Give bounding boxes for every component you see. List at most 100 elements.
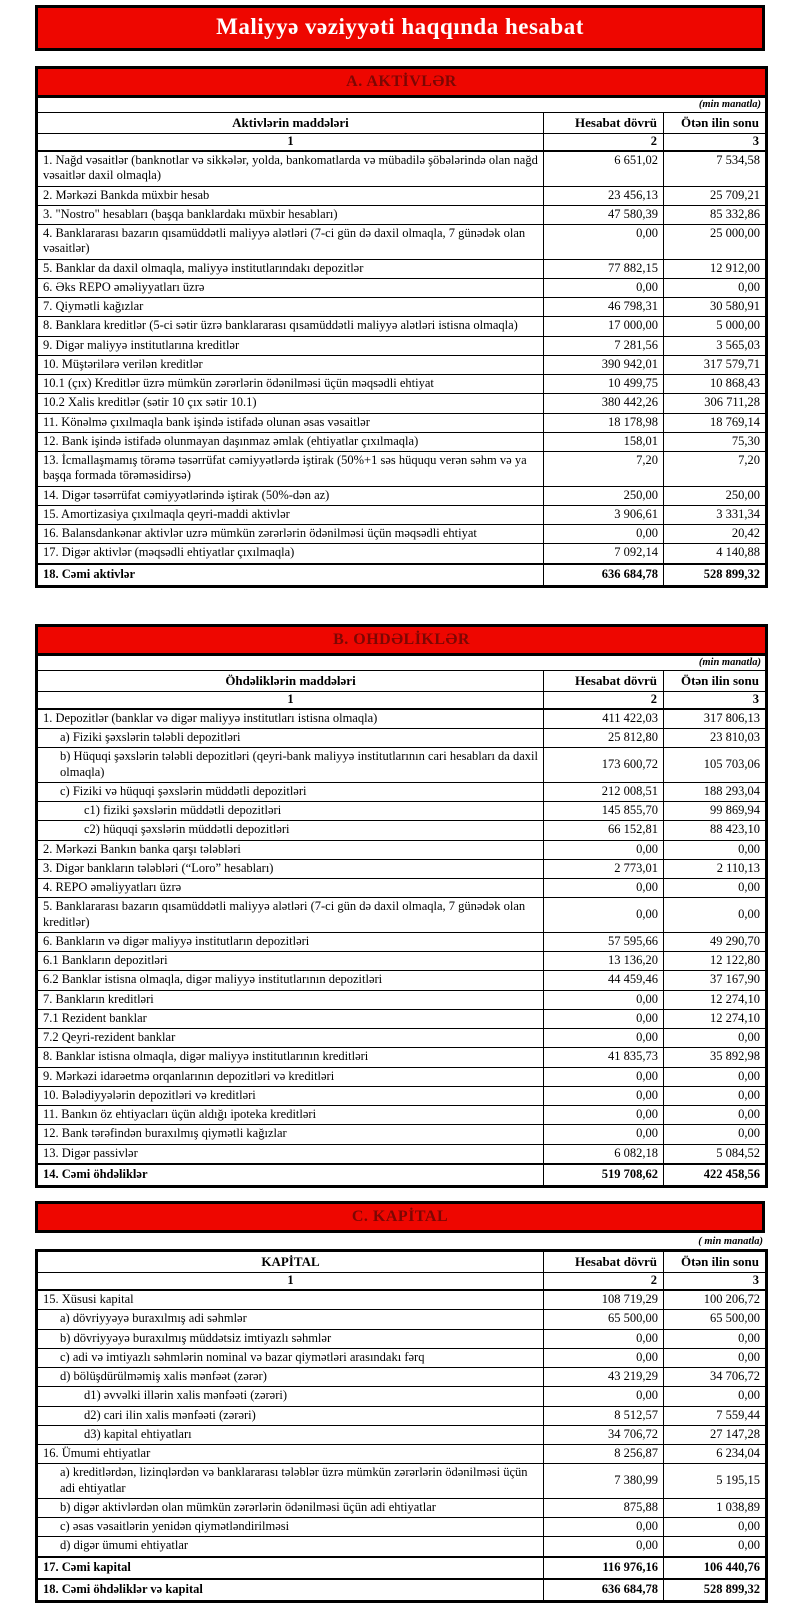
page-title: Maliyyə vəziyyəti haqqında hesabat: [35, 5, 765, 51]
row-value-previous: 5 084,52: [663, 1143, 767, 1165]
table-row: 15. Xüsusi kapital 108 719,29 100 206,72: [36, 1289, 767, 1311]
row-label: d) bölüşdürülməmiş xalis mənfəət (zərər): [36, 1366, 544, 1388]
row-value-current: 0,00: [543, 839, 664, 860]
table-row: 12. Bank işində istifadə olunmayan daşın…: [36, 431, 767, 453]
row-value-current: 158,01: [543, 431, 664, 453]
table-row: 13. Digər passivlər 6 082,18 5 084,52: [36, 1143, 767, 1165]
row-value-current: 8 256,87: [543, 1443, 664, 1465]
table-row: 6. Əks REPO əməliyyatları üzrə 0,00 0,00: [36, 277, 767, 299]
row-value-current: 0,00: [543, 224, 664, 260]
table-row: 17. Digər aktivlər (məqsədli ehtiyatlar …: [36, 543, 767, 564]
table-row: a) dövriyyəyə buraxılmış adi səhmlər 65 5…: [36, 1309, 767, 1330]
section-c-title-bar: C. KAPİTAL: [35, 1201, 765, 1233]
row-label: a) kreditlərdən, lizinqlərdən və banklar…: [36, 1463, 544, 1499]
table-row: 1. Depozitlər (banklar və digər maliyyə …: [36, 708, 767, 729]
row-value-current: 7 281,56: [543, 335, 664, 356]
row-value-current: 57 595,66: [543, 931, 664, 953]
row-label: 10.2 Xalis kreditlər (sətir 10 çıx sətir…: [36, 393, 544, 414]
row-value-current: 0,00: [543, 1386, 664, 1407]
row-label: c) Fiziki və hüquqi şəxslərin müddətli d…: [36, 781, 544, 803]
row-value-current: 0,00: [543, 989, 664, 1010]
row-value-current: 411 422,03: [543, 708, 664, 729]
row-value-current: 18 178,98: [543, 412, 664, 433]
table-row: 16. Balansdankənar aktivlər uzrə mümkün …: [36, 523, 767, 545]
row-value-previous: 18 769,14: [663, 412, 767, 433]
row-label: 6. Əks REPO əməliyyatları üzrə: [36, 277, 544, 299]
table-row: d2) cari ilin xalis mənfəəti (zərəri) 8 5…: [36, 1405, 767, 1426]
row-value-previous: 30 580,91: [663, 296, 767, 318]
table-row: 8. Banklara kreditlər (5-ci sətir üzrə b…: [36, 316, 767, 337]
table-row: 15. Amortizasiya çıxılmaqla qeyri-maddi …: [36, 504, 767, 526]
row-value-current: 8 512,57: [543, 1405, 664, 1426]
column-header-previous-a: Ötən ilin sonu: [663, 112, 767, 134]
row-value-previous: 3 331,34: [663, 504, 767, 526]
table-row: 5. Banklar da daxil olmaqla, maliyyə ins…: [36, 258, 767, 279]
row-value-current: 44 459,46: [543, 970, 664, 991]
row-value-current: 34 706,72: [543, 1424, 664, 1446]
row-value-previous: 99 869,94: [663, 800, 767, 822]
row-value-previous: 25 709,21: [663, 185, 767, 206]
row-label: 12. Bank tərəfindən buraxılmış qiymətli …: [36, 1124, 544, 1145]
row-label: 18. Cəmi öhdəliklər və kapital: [36, 1577, 544, 1602]
table-row: 17. Cəmi kapital 116 976,16 106 440,76: [36, 1555, 767, 1580]
row-label: 17. Digər aktivlər (məqsədli ehtiyatlar …: [36, 543, 544, 564]
assets-table: A. AKTİVLƏR (min manatla) Aktivlərin mad…: [35, 66, 768, 588]
table-row: 2. Mərkəzi Bankda müxbir hesab 23 456,13 2…: [36, 185, 767, 206]
liabilities-table: B. OHDƏLİKLƏR (min manatla) Öhdəliklərin…: [35, 623, 768, 1188]
row-value-current: 636 684,78: [543, 1577, 664, 1602]
row-value-current: 47 580,39: [543, 204, 664, 226]
row-label: 11. Könəlmə çıxılmaqla bank işində istif…: [36, 412, 544, 433]
row-label: 7.1 Rezident banklar: [36, 1008, 544, 1030]
table-row: a) Fiziki şəxslərin tələbli depozitləri 2…: [36, 727, 767, 749]
row-value-previous: 12 274,10: [663, 1008, 767, 1030]
table-row: 16. Ümumi ehtiyatlar 8 256,87 6 234,04: [36, 1443, 767, 1465]
row-value-current: 46 798,31: [543, 296, 664, 318]
row-value-previous: 85 332,86: [663, 204, 767, 226]
row-label: b) Hüquqi şəxslərin tələbli depozitləri …: [36, 747, 544, 783]
row-value-previous: 12 912,00: [663, 258, 767, 279]
row-value-previous: 35 892,98: [663, 1047, 767, 1068]
row-label: 5. Banklararası bazarın qısamüddətli mal…: [36, 897, 544, 933]
row-value-current: 0,00: [543, 897, 664, 933]
row-label: 9. Mərkəzi idarəetmə orqanlarının depozi…: [36, 1066, 544, 1087]
column-header-items-c: KAPİTAL: [36, 1250, 544, 1273]
row-value-previous: 88 423,10: [663, 820, 767, 841]
row-value-current: 7 092,14: [543, 543, 664, 564]
row-label: d2) cari ilin xalis mənfəəti (zərəri): [36, 1405, 544, 1426]
row-label: 9. Digər maliyyə institutlarına kreditlə…: [36, 335, 544, 356]
row-value-current: 10 499,75: [543, 373, 664, 395]
row-label: 16. Ümumi ehtiyatlar: [36, 1443, 544, 1465]
table-row: 10.1 (çıx) Kreditlər üzrə mümkün zərərlə…: [36, 373, 767, 395]
row-label: 7. Bankların kreditləri: [36, 989, 544, 1010]
table-row: 6.2 Banklar istisna olmaqla, digər maliy…: [36, 970, 767, 991]
col-index-3: 3: [663, 133, 767, 152]
table-row: 2. Mərkəzi Bankın banka qarşı tələbləri 0…: [36, 839, 767, 860]
table-row: d) digər ümumi ehtiyatlar 0,00 0,00: [36, 1536, 767, 1557]
section-assets: A. AKTİVLƏR (min manatla) Aktivlərin mad…: [35, 66, 768, 588]
table-row: c1) fiziki şəxslərin müddətli depozitlər…: [36, 800, 767, 822]
row-value-current: 6 082,18: [543, 1143, 664, 1165]
row-label: d) digər ümumi ehtiyatlar: [36, 1536, 544, 1557]
row-value-previous: 0,00: [663, 1066, 767, 1087]
liabilities-rows: 1. Depozitlər (banklar və digər maliyyə …: [36, 708, 767, 1187]
row-value-current: 41 835,73: [543, 1047, 664, 1068]
col-index-1: 1: [36, 133, 544, 152]
row-value-previous: 5 195,15: [663, 1463, 767, 1499]
row-label: 12. Bank işində istifadə olunmayan daşın…: [36, 431, 544, 453]
table-row: 18. Cəmi öhdəliklər və kapital 636 684,78…: [36, 1577, 767, 1602]
row-value-previous: 0,00: [663, 877, 767, 899]
row-label: 15. Xüsusi kapital: [36, 1289, 544, 1311]
row-value-current: 250,00: [543, 485, 664, 506]
row-value-previous: 0,00: [663, 897, 767, 933]
row-value-current: 2 773,01: [543, 858, 664, 880]
row-value-previous: 6 234,04: [663, 1443, 767, 1465]
table-row: b) dövriyyəyə buraxılmış müddətsiz imtiy…: [36, 1328, 767, 1349]
column-header-items-b: Öhdəliklərin maddələri: [36, 669, 544, 692]
table-row: 9. Mərkəzi idarəetmə orqanlarının depozi…: [36, 1066, 767, 1087]
row-value-previous: 12 274,10: [663, 989, 767, 1010]
row-value-current: 519 708,62: [543, 1162, 664, 1187]
row-label: 10. Müştərilərə verilən kreditlər: [36, 354, 544, 376]
row-value-previous: 100 206,72: [663, 1289, 767, 1311]
row-value-current: 0,00: [543, 1066, 664, 1087]
